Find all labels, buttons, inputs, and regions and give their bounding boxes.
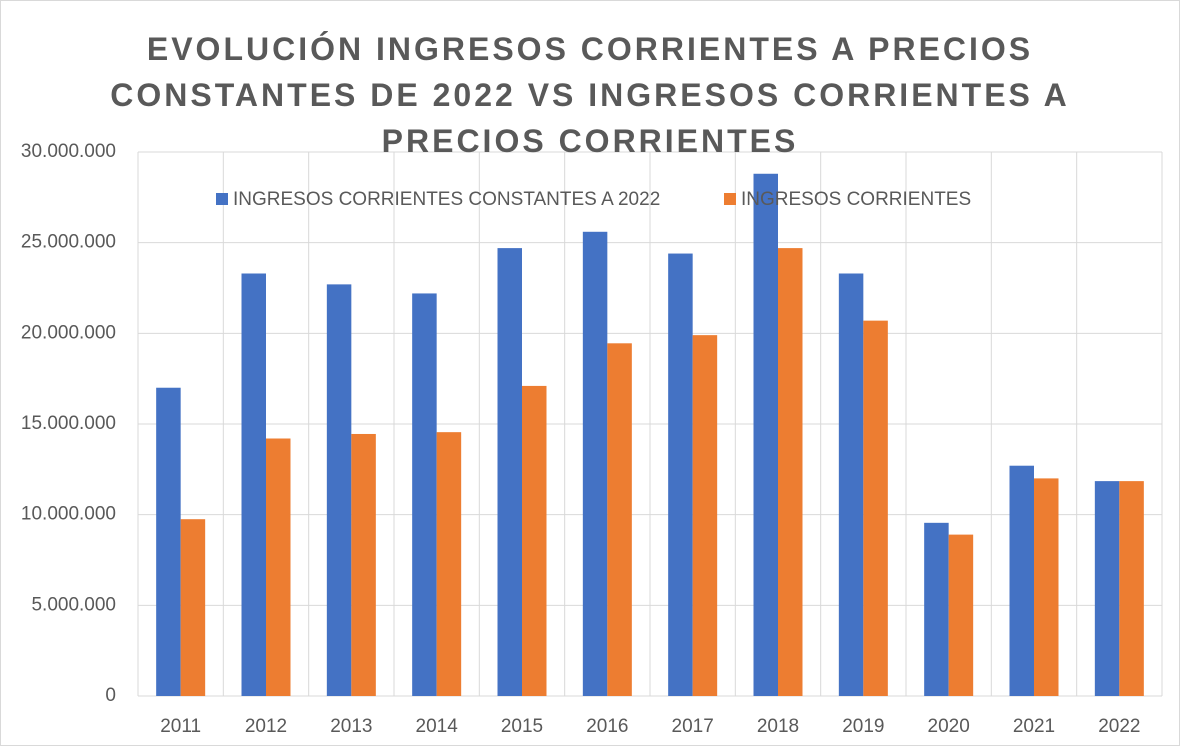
bar xyxy=(522,385,547,696)
y-tick-label: 30.000.000 xyxy=(21,141,116,162)
x-tick-label: 2022 xyxy=(1098,716,1140,737)
x-tick-label: 2016 xyxy=(586,716,628,737)
y-tick-label: 15.000.000 xyxy=(21,413,116,434)
x-tick-label: 2018 xyxy=(757,716,799,737)
bar xyxy=(1119,481,1144,696)
x-tick-label: 2012 xyxy=(245,716,287,737)
bar xyxy=(948,534,974,696)
bar xyxy=(266,438,291,696)
bar xyxy=(156,387,181,696)
x-tick-label: 2014 xyxy=(416,716,459,737)
x-tick-label: 2019 xyxy=(842,716,884,737)
bar xyxy=(1094,481,1120,696)
bar xyxy=(326,284,352,696)
legend-label: INGRESOS CORRIENTES xyxy=(741,189,971,210)
y-tick-label: 0 xyxy=(105,685,116,706)
bar xyxy=(1034,478,1059,696)
bar xyxy=(582,231,608,696)
x-tick-label: 2021 xyxy=(1013,716,1055,737)
x-tick-label: 2011 xyxy=(160,716,201,737)
x-tick-label: 2020 xyxy=(928,716,970,737)
bar xyxy=(412,293,437,696)
chart-title: EVOLUCIÓN INGRESOS CORRIENTES A PRECIOS … xyxy=(110,31,1070,159)
bar xyxy=(351,433,376,696)
bar xyxy=(692,335,718,696)
bar xyxy=(863,320,888,696)
bar xyxy=(497,248,522,696)
bar xyxy=(607,343,632,696)
y-tick-label: 20.000.000 xyxy=(21,322,116,343)
bar xyxy=(668,253,693,696)
y-tick-label: 10.000.000 xyxy=(21,504,116,525)
bar xyxy=(1009,465,1034,696)
x-tick-label: 2015 xyxy=(501,716,543,737)
bar xyxy=(436,432,462,696)
bar xyxy=(753,173,778,696)
x-tick-label: 2017 xyxy=(672,716,714,737)
legend-swatch xyxy=(724,193,736,205)
bar xyxy=(778,248,803,696)
legend-label: INGRESOS CORRIENTES CONSTANTES A 2022 xyxy=(233,189,660,210)
bar xyxy=(241,273,266,696)
bar xyxy=(180,519,206,696)
bar xyxy=(924,522,949,696)
x-tick-label: 2013 xyxy=(330,716,372,737)
legend-swatch xyxy=(216,193,228,205)
bar xyxy=(838,273,864,696)
y-tick-label: 5.000.000 xyxy=(31,594,116,615)
y-tick-label: 25.000.000 xyxy=(21,232,116,253)
